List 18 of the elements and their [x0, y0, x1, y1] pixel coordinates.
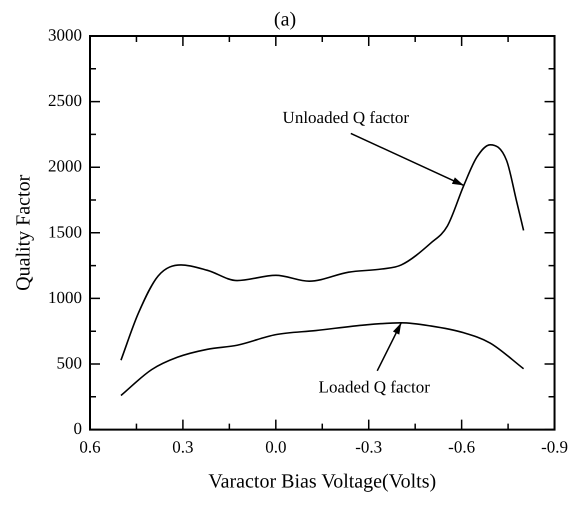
chart-title: (a) [274, 8, 296, 30]
x-tick-label: 0.0 [265, 437, 286, 456]
y-axis-title: Quality Factor [12, 174, 34, 291]
annotation: Unloaded Q factor [282, 108, 410, 127]
x-tick-label: -0.6 [448, 437, 476, 456]
y-tick-label: 1500 [48, 222, 82, 242]
y-tick-label: 3000 [48, 25, 82, 44]
x-tick-label: 0.6 [79, 437, 101, 456]
y-tick-label: 500 [56, 353, 82, 372]
y-tick-label: 2500 [48, 91, 82, 110]
x-tick-label: -0.3 [355, 437, 382, 456]
y-tick-label: 0 [74, 419, 82, 438]
x-tick-label: 0.3 [172, 437, 194, 456]
y-tick-label: 1000 [48, 288, 82, 307]
y-tick-label: 2000 [48, 156, 82, 176]
x-axis-title: Varactor Bias Voltage(Volts) [208, 470, 436, 492]
x-tick-label: -0.9 [541, 437, 568, 456]
annotation: Loaded Q factor [318, 377, 430, 396]
